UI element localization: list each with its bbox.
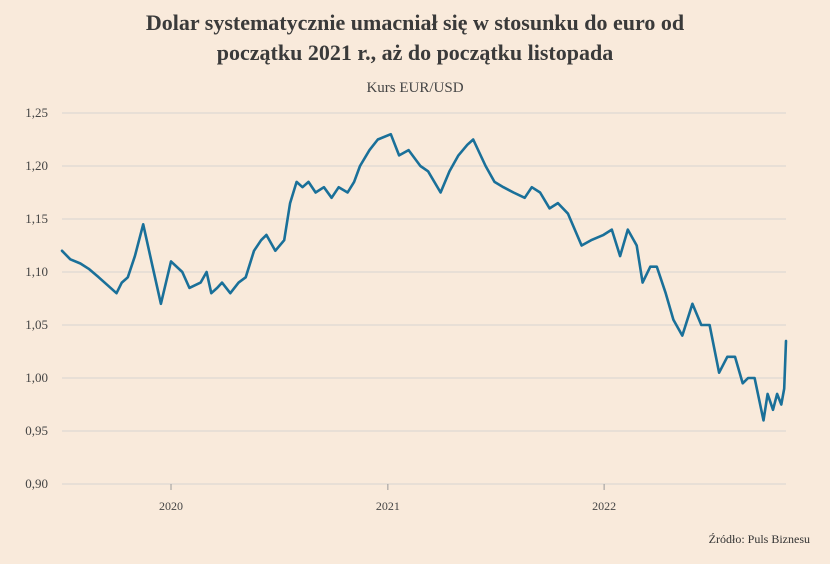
chart-title-line-2: początku 2021 r., aż do początku listopa… [216,40,614,65]
y-tick-label: 1,20 [25,158,48,173]
x-tick-label: 2022 [592,499,616,513]
y-tick-label: 1,25 [25,105,48,120]
chart-title-line-1: Dolar systematycznie umacniał się w stos… [145,10,685,35]
source-note: Źródło: Puls Biznesu [708,532,810,546]
series-line-eur-usd [60,132,788,422]
y-tick-label: 1,00 [25,370,48,385]
y-tick-label: 0,95 [25,423,48,438]
series-group [60,132,788,422]
x-tick-label: 2021 [376,499,400,513]
x-tick-label: 2020 [159,499,183,513]
x-axis-ticks: 2020 2021 2022 [159,484,616,513]
chart-title: Dolar systematycznie umacniał się w stos… [0,8,830,68]
y-axis-ticks: 1,25 1,20 1,15 1,10 1,05 1,00 0,95 0,90 [25,105,48,491]
y-tick-label: 0,90 [25,476,48,491]
y-tick-label: 1,05 [25,317,48,332]
y-tick-label: 1,10 [25,264,48,279]
chart-subtitle: Kurs EUR/USD [366,80,464,96]
y-tick-label: 1,15 [25,211,48,226]
grid-lines [62,112,786,485]
